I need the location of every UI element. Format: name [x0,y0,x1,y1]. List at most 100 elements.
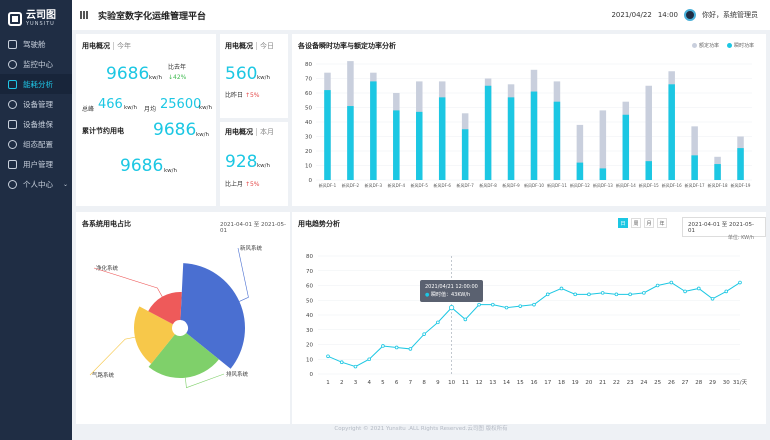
trend-point[interactable] [683,289,687,294]
sidebar-item-4[interactable]: 设备维保 [0,114,72,134]
bar-rated[interactable] [691,126,698,180]
bar-instant[interactable] [668,84,675,180]
trend-point[interactable] [738,280,742,285]
bar-instant[interactable] [530,91,538,180]
y-tick-label: 30 [306,328,313,334]
y-tick-label: 50 [305,106,312,112]
trend-point[interactable] [669,280,674,285]
sidebar-item-1[interactable]: 监控中心 [0,54,72,74]
bar-instant[interactable] [714,164,721,180]
config-icon [8,139,17,149]
bar-legend: 额定功率 瞬时功率 [691,42,754,49]
trend-point[interactable] [436,320,440,325]
bar-instant[interactable] [347,106,354,180]
pie-slice[interactable] [180,263,246,369]
trend-point[interactable] [422,332,426,336]
trend-point[interactable] [724,289,729,294]
peak-label: 总峰 [82,106,95,113]
trend-point[interactable] [655,283,660,288]
pie-slice[interactable] [134,306,175,364]
bar-instant[interactable] [622,114,630,180]
trend-point[interactable] [587,292,591,297]
bar-instant[interactable] [599,168,607,180]
bar-instant[interactable] [324,90,331,180]
bar-instant[interactable] [416,111,423,180]
trend-unit-label: 单位: KW/h [727,235,754,241]
bar-instant[interactable] [737,148,744,180]
legend-rated[interactable]: 额定功率 [691,42,719,49]
sidebar-item-3[interactable]: 设备管理 [0,94,72,114]
x-tick-label: 21 [599,380,606,386]
x-tick-label: 20 [585,380,592,386]
bar-instant[interactable] [691,155,698,180]
trend-point[interactable] [696,286,701,291]
trend-point[interactable] [545,292,550,297]
trend-point[interactable] [339,360,344,365]
pie-slice[interactable] [148,333,219,378]
period-button-2[interactable]: 月 [644,218,654,228]
yoy-value: ↓42% [168,74,187,81]
pie-leader-line [185,373,225,389]
bar-instant[interactable] [553,101,561,180]
bar-instant[interactable] [393,110,400,180]
trend-point[interactable] [559,286,564,291]
peak-value: 466 [98,97,123,112]
sidebar-item-0[interactable]: 驾驶舱 [0,34,72,54]
bar-rated[interactable] [645,85,652,180]
trend-point[interactable] [477,302,481,307]
bar-instant[interactable] [438,97,446,180]
menu-icon[interactable] [80,11,90,19]
device-icon [8,99,17,109]
x-tick-label: 新风DF-2 [342,182,360,188]
trend-title: 用电趋势分析 [298,220,340,228]
trend-point[interactable] [532,302,536,307]
bar-instant[interactable] [370,81,377,180]
trend-point[interactable] [710,296,715,301]
bar-rated[interactable] [599,110,607,180]
trend-point[interactable] [353,364,358,369]
trend-date-range[interactable]: 2021-04-01 至 2021-05-01 [682,217,766,237]
trend-point[interactable] [628,292,632,297]
legend-instant[interactable]: 瞬时功率 [726,42,754,49]
pie-slice[interactable] [148,292,182,325]
x-tick-label: 11 [462,380,469,386]
trend-point[interactable] [642,291,646,295]
sidebar-item-2[interactable]: 能耗分析 [0,74,72,94]
trend-point[interactable] [614,292,619,297]
avatar[interactable] [684,9,696,21]
trend-point[interactable] [381,344,385,348]
sidebar-item-7[interactable]: 个人中心 ⌄ [0,174,72,194]
bar-instant[interactable] [507,97,515,180]
trend-point[interactable] [463,317,468,322]
trend-point[interactable] [504,305,509,310]
period-button-0[interactable]: 日 [618,218,628,228]
x-tick-label: 新风DF-11 [547,182,567,188]
trend-point[interactable] [518,304,523,308]
bar-instant[interactable] [484,85,492,180]
trend-point[interactable] [326,354,330,359]
dashboard-icon [8,39,17,49]
trend-point[interactable] [573,292,578,297]
trend-point[interactable] [491,302,495,307]
users-icon [8,159,17,169]
y-tick-label: 20 [306,343,313,349]
pie-label: 排风系统 [226,370,249,378]
sidebar-item-5[interactable]: 组态配置 [0,134,72,154]
bar-instant[interactable] [461,129,469,180]
period-button-3[interactable]: 年 [657,218,667,228]
trend-point[interactable] [394,345,399,350]
sidebar-item-label: 监控中心 [23,59,53,69]
bar-rated[interactable] [576,124,584,180]
trend-point[interactable] [600,291,605,295]
user-greeting[interactable]: 你好，系统管理员 [702,11,758,19]
bar-instant[interactable] [645,161,652,180]
y-tick-label: 20 [305,149,312,155]
trend-point[interactable] [408,347,413,351]
trend-point[interactable] [449,305,455,311]
bar-instant[interactable] [576,162,584,180]
x-tick-label: 新风DF-6 [434,182,452,188]
period-button-1[interactable]: 周 [631,218,641,228]
trend-point[interactable] [367,357,371,362]
sidebar-item-6[interactable]: 用户管理 [0,154,72,174]
